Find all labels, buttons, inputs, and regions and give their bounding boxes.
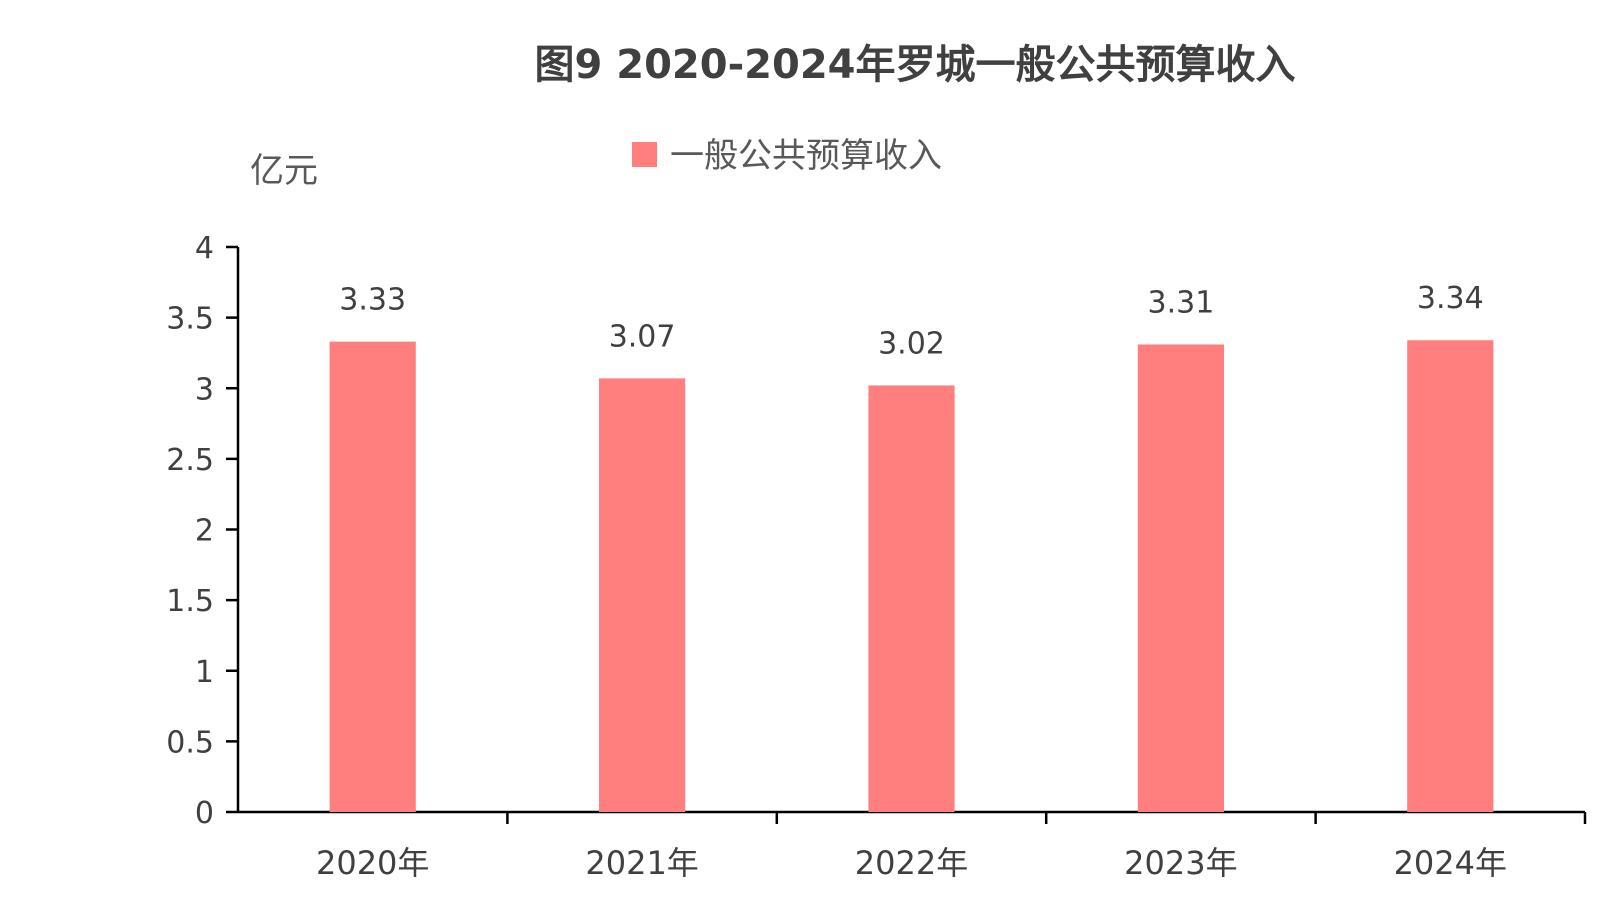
- bar: [1407, 340, 1494, 812]
- y-tick-label: 1: [195, 655, 214, 690]
- y-tick-label: 3: [195, 372, 214, 407]
- y-tick-label: 0: [195, 796, 214, 831]
- x-tick-label: 2021年: [585, 844, 698, 882]
- x-tick-label: 2020年: [316, 844, 429, 882]
- bar: [868, 385, 955, 812]
- chart-title: 图9 2020-2024年罗城一般公共预算收入: [534, 42, 1295, 88]
- x-tick-label: 2022年: [855, 844, 968, 882]
- data-label: 3.02: [878, 326, 945, 361]
- y-tick-label: 0.5: [166, 725, 214, 760]
- y-tick-label: 1.5: [166, 584, 214, 619]
- data-label: 3.31: [1148, 285, 1215, 320]
- legend: 一般公共预算收入: [632, 136, 942, 176]
- x-tick-label: 2024年: [1394, 844, 1507, 882]
- bar: [1137, 344, 1225, 812]
- legend-label: 一般公共预算收入: [670, 136, 942, 176]
- y-unit-label: 亿元: [250, 151, 318, 191]
- bar: [598, 378, 686, 812]
- legend-swatch: [632, 142, 657, 167]
- y-tick-label: 2: [195, 514, 214, 549]
- y-tick-label: 4: [195, 231, 214, 266]
- y-tick-label: 3.5: [166, 302, 214, 337]
- data-label: 3.07: [609, 319, 676, 354]
- plot-area: 0 0.5 1 1.5 2 2.5 3 3.5 4 3.33 2020年 3.07 2021年 3.02 2…: [166, 231, 1587, 882]
- x-tick-label: 2023年: [1124, 844, 1237, 882]
- data-label: 3.33: [339, 283, 406, 318]
- data-label: 3.34: [1417, 281, 1484, 316]
- y-tick-label: 2.5: [166, 443, 214, 478]
- bar: [329, 341, 416, 812]
